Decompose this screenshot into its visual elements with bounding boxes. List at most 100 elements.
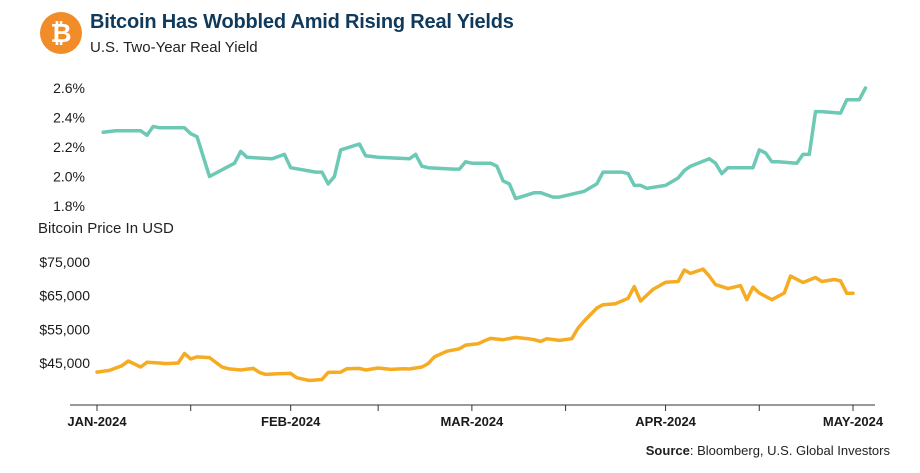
yield-data-point bbox=[208, 175, 211, 178]
btc-data-point bbox=[426, 362, 430, 366]
btc-data-point bbox=[276, 372, 280, 376]
btc-data-point bbox=[389, 367, 393, 371]
btc-data-point bbox=[682, 268, 686, 272]
btc-ytick-label: $45,000 bbox=[39, 355, 90, 371]
yield-data-point bbox=[557, 195, 561, 199]
btc-data-point bbox=[614, 302, 618, 306]
yield-data-point bbox=[857, 98, 861, 102]
btc-data-point bbox=[364, 368, 368, 372]
yield-data-point bbox=[845, 98, 849, 102]
btc-data-point bbox=[307, 379, 311, 382]
btc-data-point bbox=[689, 271, 693, 275]
btc-data-point bbox=[295, 376, 299, 380]
yield-chart-title: U.S. Two-Year Real Yield bbox=[90, 39, 258, 56]
btc-data-point bbox=[845, 291, 849, 295]
btc-data-point bbox=[158, 361, 161, 365]
yield-data-point bbox=[682, 169, 686, 173]
btc-data-point bbox=[401, 367, 405, 371]
yield-data-point bbox=[595, 182, 599, 186]
btc-ytick-label: $65,000 bbox=[39, 288, 90, 304]
btc-data-point bbox=[489, 336, 493, 340]
btc-data-point bbox=[676, 280, 680, 283]
btc-data-point bbox=[814, 276, 817, 279]
btc-data-point bbox=[595, 306, 599, 310]
btc-data-point bbox=[664, 280, 668, 284]
btc-data-point bbox=[407, 367, 411, 371]
x-tick-label: JAN-2024 bbox=[67, 414, 127, 429]
btc-data-point bbox=[632, 285, 636, 289]
yield-data-point bbox=[551, 195, 555, 199]
yield-data-point bbox=[726, 166, 730, 170]
yield-data-point bbox=[689, 164, 693, 168]
yield-data-point bbox=[101, 130, 105, 134]
btc-data-point bbox=[420, 365, 424, 369]
source-note: Source: Bloomberg, U.S. Global Investors bbox=[646, 443, 890, 458]
btc-data-point bbox=[532, 338, 536, 342]
source-text: : Bloomberg, U.S. Global Investors bbox=[689, 443, 890, 458]
yield-data-point bbox=[645, 186, 649, 190]
yield-data-point bbox=[620, 170, 624, 174]
yield-ytick-label: 2.2% bbox=[53, 139, 85, 155]
yield-data-point bbox=[289, 166, 293, 170]
btc-data-point bbox=[557, 338, 561, 342]
btc-data-point bbox=[195, 355, 199, 359]
yield-series-line bbox=[101, 86, 868, 201]
btc-data-point bbox=[482, 339, 486, 343]
yield-data-point bbox=[532, 191, 536, 195]
btc-data-point bbox=[376, 366, 380, 370]
yield-ytick-label: 2.6% bbox=[53, 80, 85, 96]
btc-data-point bbox=[582, 319, 586, 323]
yield-data-point bbox=[158, 126, 161, 130]
btc-data-point bbox=[226, 367, 230, 371]
yield-data-point bbox=[676, 176, 680, 180]
btc-data-point bbox=[139, 365, 143, 369]
yield-data-point bbox=[601, 170, 605, 174]
yield-data-point bbox=[376, 155, 380, 159]
btc-data-point bbox=[757, 291, 761, 295]
yield-data-point bbox=[320, 170, 324, 174]
yield-ytick-label: 2.0% bbox=[53, 169, 85, 185]
yield-data-point bbox=[507, 182, 511, 186]
yield-data-point bbox=[270, 157, 274, 161]
yield-data-point bbox=[114, 129, 118, 133]
yield-data-point bbox=[864, 86, 867, 90]
btc-data-point bbox=[701, 267, 705, 271]
btc-data-point bbox=[476, 342, 480, 346]
btc-data-point bbox=[445, 349, 449, 353]
btc-data-point bbox=[339, 370, 343, 374]
yield-data-point bbox=[314, 170, 318, 174]
svg-text:₿: ₿ bbox=[50, 18, 71, 48]
yield-data-point bbox=[751, 166, 755, 170]
btc-data-point bbox=[108, 368, 111, 372]
btc-data-point bbox=[320, 378, 324, 381]
btc-data-point bbox=[789, 274, 792, 278]
yield-data-point bbox=[339, 148, 343, 152]
yield-data-point bbox=[420, 164, 424, 168]
yield-data-point bbox=[801, 152, 805, 156]
btc-data-point bbox=[251, 366, 255, 370]
yield-data-point bbox=[770, 160, 774, 164]
yield-data-point bbox=[357, 142, 361, 146]
btc-data-point bbox=[832, 278, 836, 281]
btc-data-point bbox=[126, 359, 130, 363]
x-tick-label: FEB-2024 bbox=[261, 414, 321, 429]
btc-data-point bbox=[264, 372, 268, 376]
x-tick-label: MAY-2024 bbox=[823, 414, 884, 429]
btc-data-point bbox=[457, 347, 461, 351]
btc-data-point bbox=[526, 337, 530, 341]
yield-data-point bbox=[764, 151, 767, 155]
yield-data-point bbox=[183, 126, 186, 130]
btc-data-point bbox=[220, 365, 224, 369]
yield-data-point bbox=[839, 111, 842, 115]
btc-data-point bbox=[120, 364, 124, 368]
yield-data-point bbox=[332, 175, 336, 178]
btc-data-point bbox=[626, 296, 630, 300]
yield-data-point bbox=[139, 129, 143, 133]
btc-data-point bbox=[326, 370, 330, 374]
yield-data-point bbox=[820, 110, 824, 114]
btc-data-point bbox=[801, 281, 805, 284]
btc-data-point bbox=[208, 356, 211, 360]
yield-data-point bbox=[245, 155, 249, 159]
btc-data-point bbox=[782, 291, 786, 295]
